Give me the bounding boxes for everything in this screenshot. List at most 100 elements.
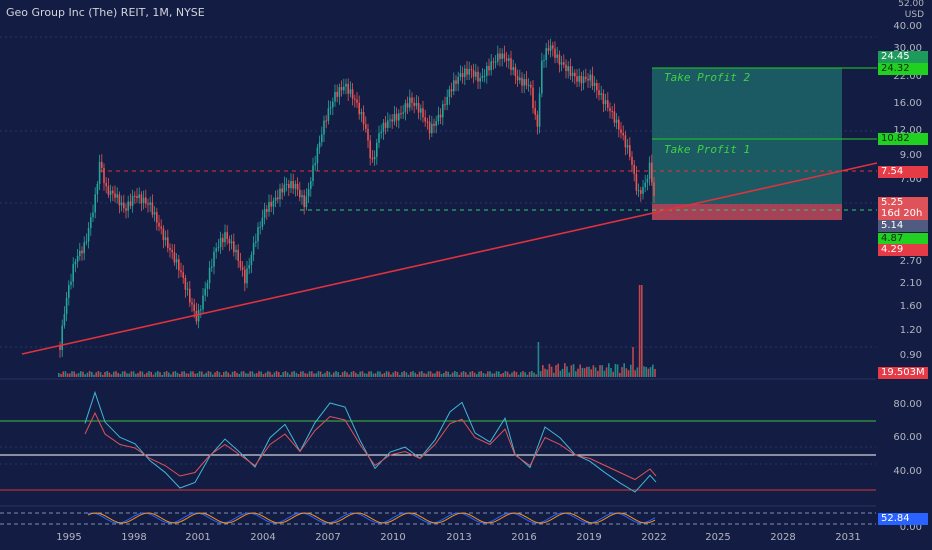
candle-body [197, 310, 200, 322]
volume-bar [478, 371, 480, 377]
candle-body [61, 325, 63, 350]
candle-body [167, 237, 169, 248]
volume-bar [394, 371, 397, 377]
volume-bar [269, 371, 271, 377]
volume-bar [95, 372, 97, 377]
candle-body [442, 104, 444, 118]
volume-bar [363, 373, 366, 377]
volume-bar [405, 372, 408, 377]
volume-bar [267, 371, 269, 377]
candle-body [351, 89, 354, 99]
volume-bar [82, 371, 84, 377]
rsi-pane [0, 390, 876, 493]
candle-body [653, 182, 655, 196]
candle-body [332, 101, 334, 108]
volume-bar [159, 372, 161, 377]
volume-bar [522, 371, 524, 377]
candle-body [105, 183, 107, 187]
price-axis-tick: 40.00 [893, 21, 922, 32]
volume-bar [396, 372, 399, 377]
volume-bar [198, 371, 201, 377]
volume-bar [504, 371, 507, 377]
volume-bar [132, 371, 135, 377]
candle-body [87, 228, 90, 242]
candle-body [483, 75, 486, 77]
volume-bar [392, 372, 394, 377]
oscillator-axis-tick: 80.00 [893, 399, 922, 410]
candle-body [250, 254, 253, 266]
candle-body [65, 297, 68, 315]
price-axis-tick: 30.00 [893, 43, 922, 54]
volume-bar [498, 371, 500, 377]
candle-body [624, 135, 627, 148]
candle-body [626, 145, 629, 148]
volume-bar [586, 366, 588, 377]
volume-bar [297, 374, 300, 377]
volume-bar [161, 374, 163, 377]
candle-body [554, 48, 556, 58]
volume-bar [610, 368, 612, 377]
price-badge: 24.32 [878, 63, 928, 75]
volume-bar [603, 370, 606, 377]
volume-bar [412, 371, 414, 377]
candle-body [611, 111, 613, 113]
candle-body [59, 346, 61, 350]
candle-body [646, 178, 649, 183]
volume-bar [566, 366, 568, 377]
candle-body [437, 114, 440, 122]
candle-body [180, 270, 182, 273]
volume-bar [201, 371, 203, 377]
volume-bar [229, 374, 232, 377]
candle-body [79, 250, 81, 256]
candle-body [323, 120, 325, 135]
target-zone[interactable] [652, 68, 842, 204]
volume-bar [322, 374, 324, 377]
trendline[interactable] [21, 162, 878, 355]
volume-bar [458, 374, 460, 377]
volume-bar [60, 373, 62, 377]
candle-body [439, 114, 442, 118]
volume-bar [139, 371, 141, 377]
price-axis-tick: 16.00 [893, 98, 922, 109]
volume-bar [641, 285, 643, 377]
volume-bar [273, 372, 276, 377]
volume-bar [348, 374, 350, 377]
symbol-title[interactable]: Geo Group Inc (The) REIT, 1M, NYSE [6, 6, 205, 19]
volume-bar [645, 367, 647, 377]
candle-body [131, 195, 134, 206]
candle-body [486, 65, 488, 76]
time-axis-tick: 2025 [705, 532, 731, 543]
stop-zone[interactable] [652, 204, 842, 220]
candle-body [345, 83, 347, 87]
candle-body [233, 241, 235, 253]
volume-bar [443, 372, 445, 377]
oscillator-badge: 52.84 [878, 513, 928, 525]
candle-body [147, 203, 149, 205]
candle-body [541, 60, 543, 94]
volume-bar [214, 372, 216, 377]
price-axis-tick: 1.60 [899, 301, 922, 312]
time-axis-tick: 2004 [250, 532, 276, 543]
candle-body [514, 67, 517, 77]
candle-body [101, 161, 103, 168]
candle-body [395, 113, 398, 121]
volume-bar [374, 373, 377, 377]
candle-body [162, 228, 165, 241]
candle-body [620, 129, 622, 133]
volume-bar [467, 374, 469, 377]
candle-body [455, 80, 457, 84]
volume-bar [577, 368, 579, 377]
time-axis-tick: 2007 [315, 532, 341, 543]
candle-body [292, 181, 294, 189]
candle-body [307, 188, 310, 197]
price-badge: 10.82 [878, 133, 928, 145]
volume-bar [500, 373, 502, 377]
volume-bar [247, 373, 249, 377]
candle-body [466, 68, 468, 75]
price-badge: 5.25 [878, 197, 928, 209]
candle-body [629, 145, 631, 157]
candle-body [81, 250, 83, 254]
volume-bar [124, 371, 126, 377]
candle-body [76, 255, 79, 262]
